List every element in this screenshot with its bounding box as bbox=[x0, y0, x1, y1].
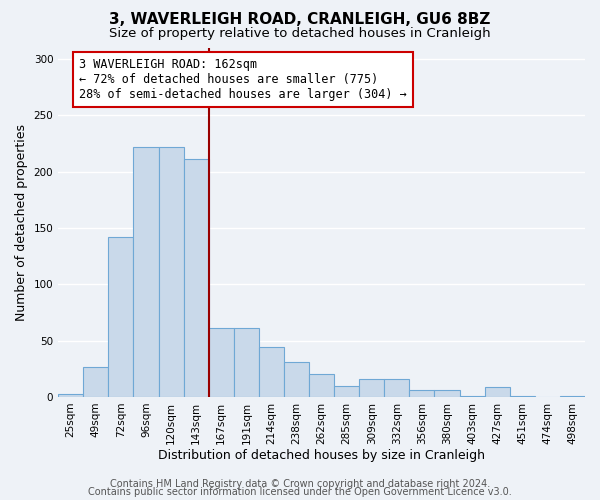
Bar bbox=[560, 396, 585, 397]
Bar bbox=[234, 328, 259, 397]
Bar bbox=[284, 362, 309, 397]
Text: Contains HM Land Registry data © Crown copyright and database right 2024.: Contains HM Land Registry data © Crown c… bbox=[110, 479, 490, 489]
Bar bbox=[409, 390, 434, 397]
Bar bbox=[58, 394, 83, 397]
Bar bbox=[385, 379, 409, 397]
Bar bbox=[334, 386, 359, 397]
Bar bbox=[158, 146, 184, 397]
Bar bbox=[83, 366, 109, 397]
Bar bbox=[259, 348, 284, 397]
Text: 3, WAVERLEIGH ROAD, CRANLEIGH, GU6 8BZ: 3, WAVERLEIGH ROAD, CRANLEIGH, GU6 8BZ bbox=[109, 12, 491, 28]
Bar bbox=[460, 396, 485, 397]
Bar bbox=[133, 146, 158, 397]
Text: Size of property relative to detached houses in Cranleigh: Size of property relative to detached ho… bbox=[109, 28, 491, 40]
X-axis label: Distribution of detached houses by size in Cranleigh: Distribution of detached houses by size … bbox=[158, 450, 485, 462]
Y-axis label: Number of detached properties: Number of detached properties bbox=[15, 124, 28, 320]
Bar bbox=[434, 390, 460, 397]
Text: Contains public sector information licensed under the Open Government Licence v3: Contains public sector information licen… bbox=[88, 487, 512, 497]
Text: 3 WAVERLEIGH ROAD: 162sqm
← 72% of detached houses are smaller (775)
28% of semi: 3 WAVERLEIGH ROAD: 162sqm ← 72% of detac… bbox=[79, 58, 407, 101]
Bar bbox=[309, 374, 334, 397]
Bar bbox=[184, 159, 209, 397]
Bar bbox=[485, 387, 510, 397]
Bar bbox=[209, 328, 234, 397]
Bar bbox=[510, 396, 535, 397]
Bar bbox=[359, 379, 385, 397]
Bar bbox=[109, 237, 133, 397]
